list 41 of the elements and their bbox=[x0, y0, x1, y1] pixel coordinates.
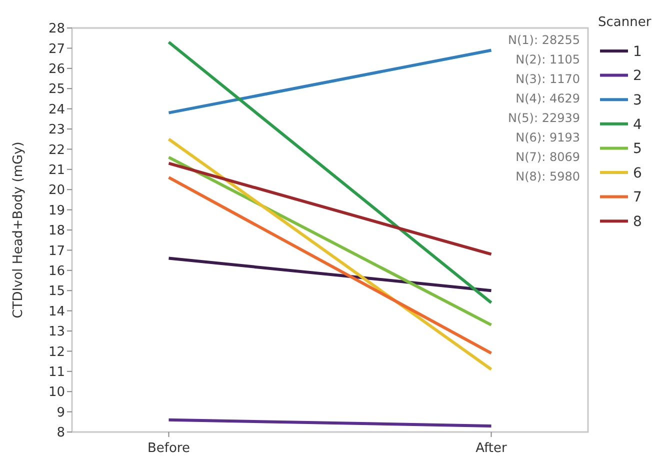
annotation: N(8): 5980 bbox=[516, 170, 580, 184]
legend-label: 2 bbox=[633, 68, 642, 84]
y-tick-label: 14 bbox=[48, 304, 65, 320]
annotation: N(7): 8069 bbox=[516, 150, 580, 164]
y-tick-label: 19 bbox=[48, 203, 65, 218]
y-tick-label: 9 bbox=[56, 405, 65, 420]
y-tick-label: 17 bbox=[48, 244, 65, 259]
legend-label: 3 bbox=[633, 92, 642, 108]
annotation: N(4): 4629 bbox=[516, 92, 580, 106]
x-tick-label: Before bbox=[147, 441, 190, 456]
y-tick-label: 10 bbox=[48, 385, 65, 400]
annotation: N(1): 28255 bbox=[508, 33, 580, 47]
y-tick-label: 12 bbox=[48, 344, 65, 360]
y-tick-label: 15 bbox=[48, 284, 65, 300]
legend-label: 6 bbox=[633, 165, 642, 182]
annotation: N(5): 22939 bbox=[508, 111, 580, 125]
annotation: N(3): 1170 bbox=[516, 72, 580, 86]
y-tick-label: 23 bbox=[48, 122, 65, 138]
y-tick-label: 26 bbox=[48, 62, 65, 77]
legend-label: 4 bbox=[633, 116, 642, 133]
y-tick-label: 22 bbox=[48, 142, 65, 158]
y-tick-label: 13 bbox=[48, 324, 65, 340]
y-tick-label: 8 bbox=[56, 426, 65, 441]
legend-label: 5 bbox=[633, 141, 642, 158]
y-tick-label: 24 bbox=[48, 102, 65, 118]
y-tick-label: 28 bbox=[48, 22, 65, 37]
y-tick-label: 20 bbox=[48, 183, 65, 198]
y-axis-title: CTDIvol Head+Body (mGy) bbox=[11, 142, 26, 318]
y-tick-label: 21 bbox=[48, 162, 65, 178]
x-tick-label: After bbox=[476, 441, 508, 456]
legend-label: 8 bbox=[633, 214, 642, 230]
annotation: N(6): 9193 bbox=[516, 130, 580, 144]
y-tick-label: 25 bbox=[48, 82, 65, 98]
legend-label: 7 bbox=[633, 190, 642, 206]
legend-label: 1 bbox=[633, 44, 642, 60]
y-tick-label: 18 bbox=[48, 224, 65, 239]
y-tick-label: 16 bbox=[48, 264, 65, 279]
annotation: N(2): 1105 bbox=[516, 52, 580, 66]
y-tick-label: 27 bbox=[48, 42, 65, 57]
y-tick-label: 11 bbox=[48, 364, 65, 380]
legend-title: Scanner bbox=[598, 15, 652, 30]
